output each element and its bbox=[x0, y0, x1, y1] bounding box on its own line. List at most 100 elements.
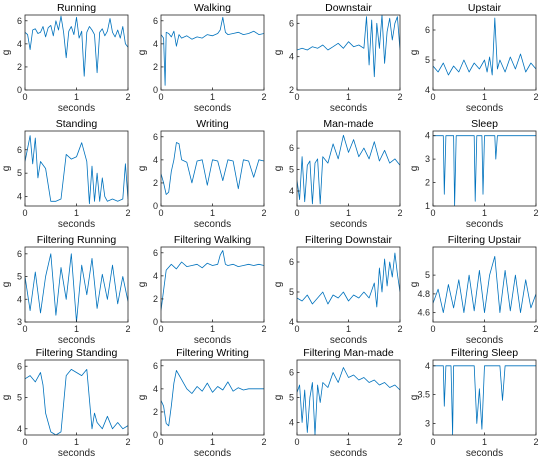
x-tick-label: 2 bbox=[397, 208, 402, 218]
x-axis-label: seconds bbox=[58, 219, 95, 230]
x-axis-label: seconds bbox=[58, 103, 95, 114]
axes-box bbox=[160, 14, 265, 91]
y-tick-label: 5 bbox=[289, 287, 294, 297]
y-axis-label: g bbox=[1, 166, 12, 172]
x-axis-label: seconds bbox=[58, 335, 95, 346]
y-axis-label: g bbox=[273, 50, 284, 56]
y-tick-label: 6 bbox=[17, 145, 22, 155]
chart-title: Writing bbox=[196, 118, 229, 130]
chart-panel: Upstair 0 1 2 4 5 6 seconds g bbox=[409, 2, 539, 114]
x-axis-label: seconds bbox=[194, 103, 231, 114]
y-tick-label: 4 bbox=[17, 192, 22, 202]
x-tick-label: 2 bbox=[533, 437, 538, 447]
x-tick-label: 0 bbox=[158, 324, 163, 334]
x-tick-label: 1 bbox=[482, 92, 487, 102]
chart-title: Filtering Standing bbox=[36, 347, 118, 359]
chart-panel: Downstair 0 1 2 2 4 6 seconds g bbox=[273, 2, 403, 114]
y-axis-label: g bbox=[1, 282, 12, 288]
x-tick-label: 1 bbox=[346, 324, 351, 334]
x-tick-label: 0 bbox=[158, 437, 163, 447]
y-tick-label: 2 bbox=[425, 178, 430, 188]
x-tick-label: 0 bbox=[158, 208, 163, 218]
x-tick-label: 2 bbox=[533, 92, 538, 102]
x-tick-label: 1 bbox=[74, 92, 79, 102]
x-tick-label: 2 bbox=[397, 324, 402, 334]
chart-title: Filtering Sleep bbox=[451, 347, 518, 359]
chart-panel: Filtering Running 0 1 2 3 4 5 6 seconds g bbox=[1, 234, 131, 346]
y-tick-label: 4 bbox=[289, 186, 294, 196]
x-tick-label: 0 bbox=[294, 92, 299, 102]
chart-panel: Walking 0 1 2 0 2 4 6 seconds g bbox=[137, 2, 267, 114]
y-tick-label: 2 bbox=[153, 62, 158, 72]
y-tick-label: 3 bbox=[425, 418, 430, 428]
y-tick-label: 4 bbox=[425, 85, 430, 95]
x-axis-label: seconds bbox=[330, 103, 367, 114]
x-axis-label: seconds bbox=[466, 335, 503, 346]
chart-panel: Filtering Walking 0 1 2 0 2 4 6 seconds g bbox=[137, 234, 267, 346]
x-tick-label: 2 bbox=[533, 208, 538, 218]
x-tick-label: 1 bbox=[482, 324, 487, 334]
series-line bbox=[25, 135, 128, 205]
x-tick-label: 2 bbox=[261, 92, 266, 102]
y-axis-label: g bbox=[137, 395, 148, 401]
x-tick-label: 2 bbox=[125, 92, 130, 102]
axes-box bbox=[24, 14, 129, 91]
y-axis-label: g bbox=[409, 50, 420, 56]
y-axis-label: g bbox=[273, 395, 284, 401]
y-tick-label: 0 bbox=[153, 430, 158, 440]
y-axis-label: g bbox=[1, 50, 12, 56]
y-tick-label: 6 bbox=[289, 368, 294, 378]
y-tick-label: 4 bbox=[153, 39, 158, 49]
x-tick-label: 0 bbox=[430, 324, 435, 334]
chart-panel: Filtering Writing 0 1 2 0 2 4 6 seconds g bbox=[137, 347, 267, 459]
y-tick-label: 6 bbox=[425, 25, 430, 35]
x-tick-label: 0 bbox=[430, 92, 435, 102]
series-line bbox=[433, 365, 536, 435]
x-tick-label: 1 bbox=[346, 208, 351, 218]
y-axis-label: g bbox=[137, 282, 148, 288]
x-tick-label: 0 bbox=[294, 324, 299, 334]
y-tick-label: 5 bbox=[425, 55, 430, 65]
x-tick-label: 2 bbox=[125, 437, 130, 447]
y-tick-label: 4 bbox=[153, 155, 158, 165]
series-line bbox=[297, 367, 400, 435]
axes-box bbox=[432, 14, 537, 91]
y-tick-label: 3 bbox=[17, 317, 22, 327]
y-tick-label: 6 bbox=[153, 16, 158, 26]
x-tick-label: 1 bbox=[482, 208, 487, 218]
axes-box bbox=[24, 359, 129, 436]
y-tick-label: 4 bbox=[289, 317, 294, 327]
y-axis-label: g bbox=[1, 395, 12, 401]
chart-title: Downstair bbox=[325, 2, 372, 14]
chart-panel: Filtering Downstair 0 1 2 4 5 6 seconds g bbox=[273, 234, 403, 346]
y-tick-label: 4 bbox=[17, 294, 22, 304]
x-axis-label: seconds bbox=[466, 103, 503, 114]
x-axis-label: seconds bbox=[58, 448, 95, 459]
chart-title: Filtering Running bbox=[37, 234, 117, 246]
y-tick-label: 5 bbox=[289, 165, 294, 175]
x-axis-label: seconds bbox=[466, 219, 503, 230]
y-tick-label: 2 bbox=[17, 62, 22, 72]
x-tick-label: 2 bbox=[261, 208, 266, 218]
y-tick-label: 3 bbox=[425, 154, 430, 164]
chart-panel: Filtering Standing 0 1 2 4 5 6 seconds g bbox=[1, 347, 131, 459]
y-axis-label: g bbox=[273, 166, 284, 172]
series-line bbox=[161, 16, 264, 86]
series-line bbox=[433, 255, 536, 314]
y-tick-label: 4 bbox=[153, 384, 158, 394]
y-tick-label: 4 bbox=[425, 131, 430, 141]
x-tick-label: 0 bbox=[430, 437, 435, 447]
x-tick-label: 0 bbox=[430, 208, 435, 218]
chart-title: Running bbox=[57, 2, 96, 14]
y-tick-label: 4 bbox=[289, 418, 294, 428]
y-tick-label: 6 bbox=[153, 132, 158, 142]
chart-panel: Standing 0 1 2 4 5 6 seconds g bbox=[1, 118, 131, 230]
y-tick-label: 2 bbox=[153, 178, 158, 188]
x-axis-label: seconds bbox=[194, 219, 231, 230]
y-tick-label: 2 bbox=[153, 294, 158, 304]
axes-box bbox=[296, 246, 401, 323]
y-tick-label: 4 bbox=[17, 424, 22, 434]
series-line bbox=[161, 250, 264, 311]
y-tick-label: 5 bbox=[289, 393, 294, 403]
